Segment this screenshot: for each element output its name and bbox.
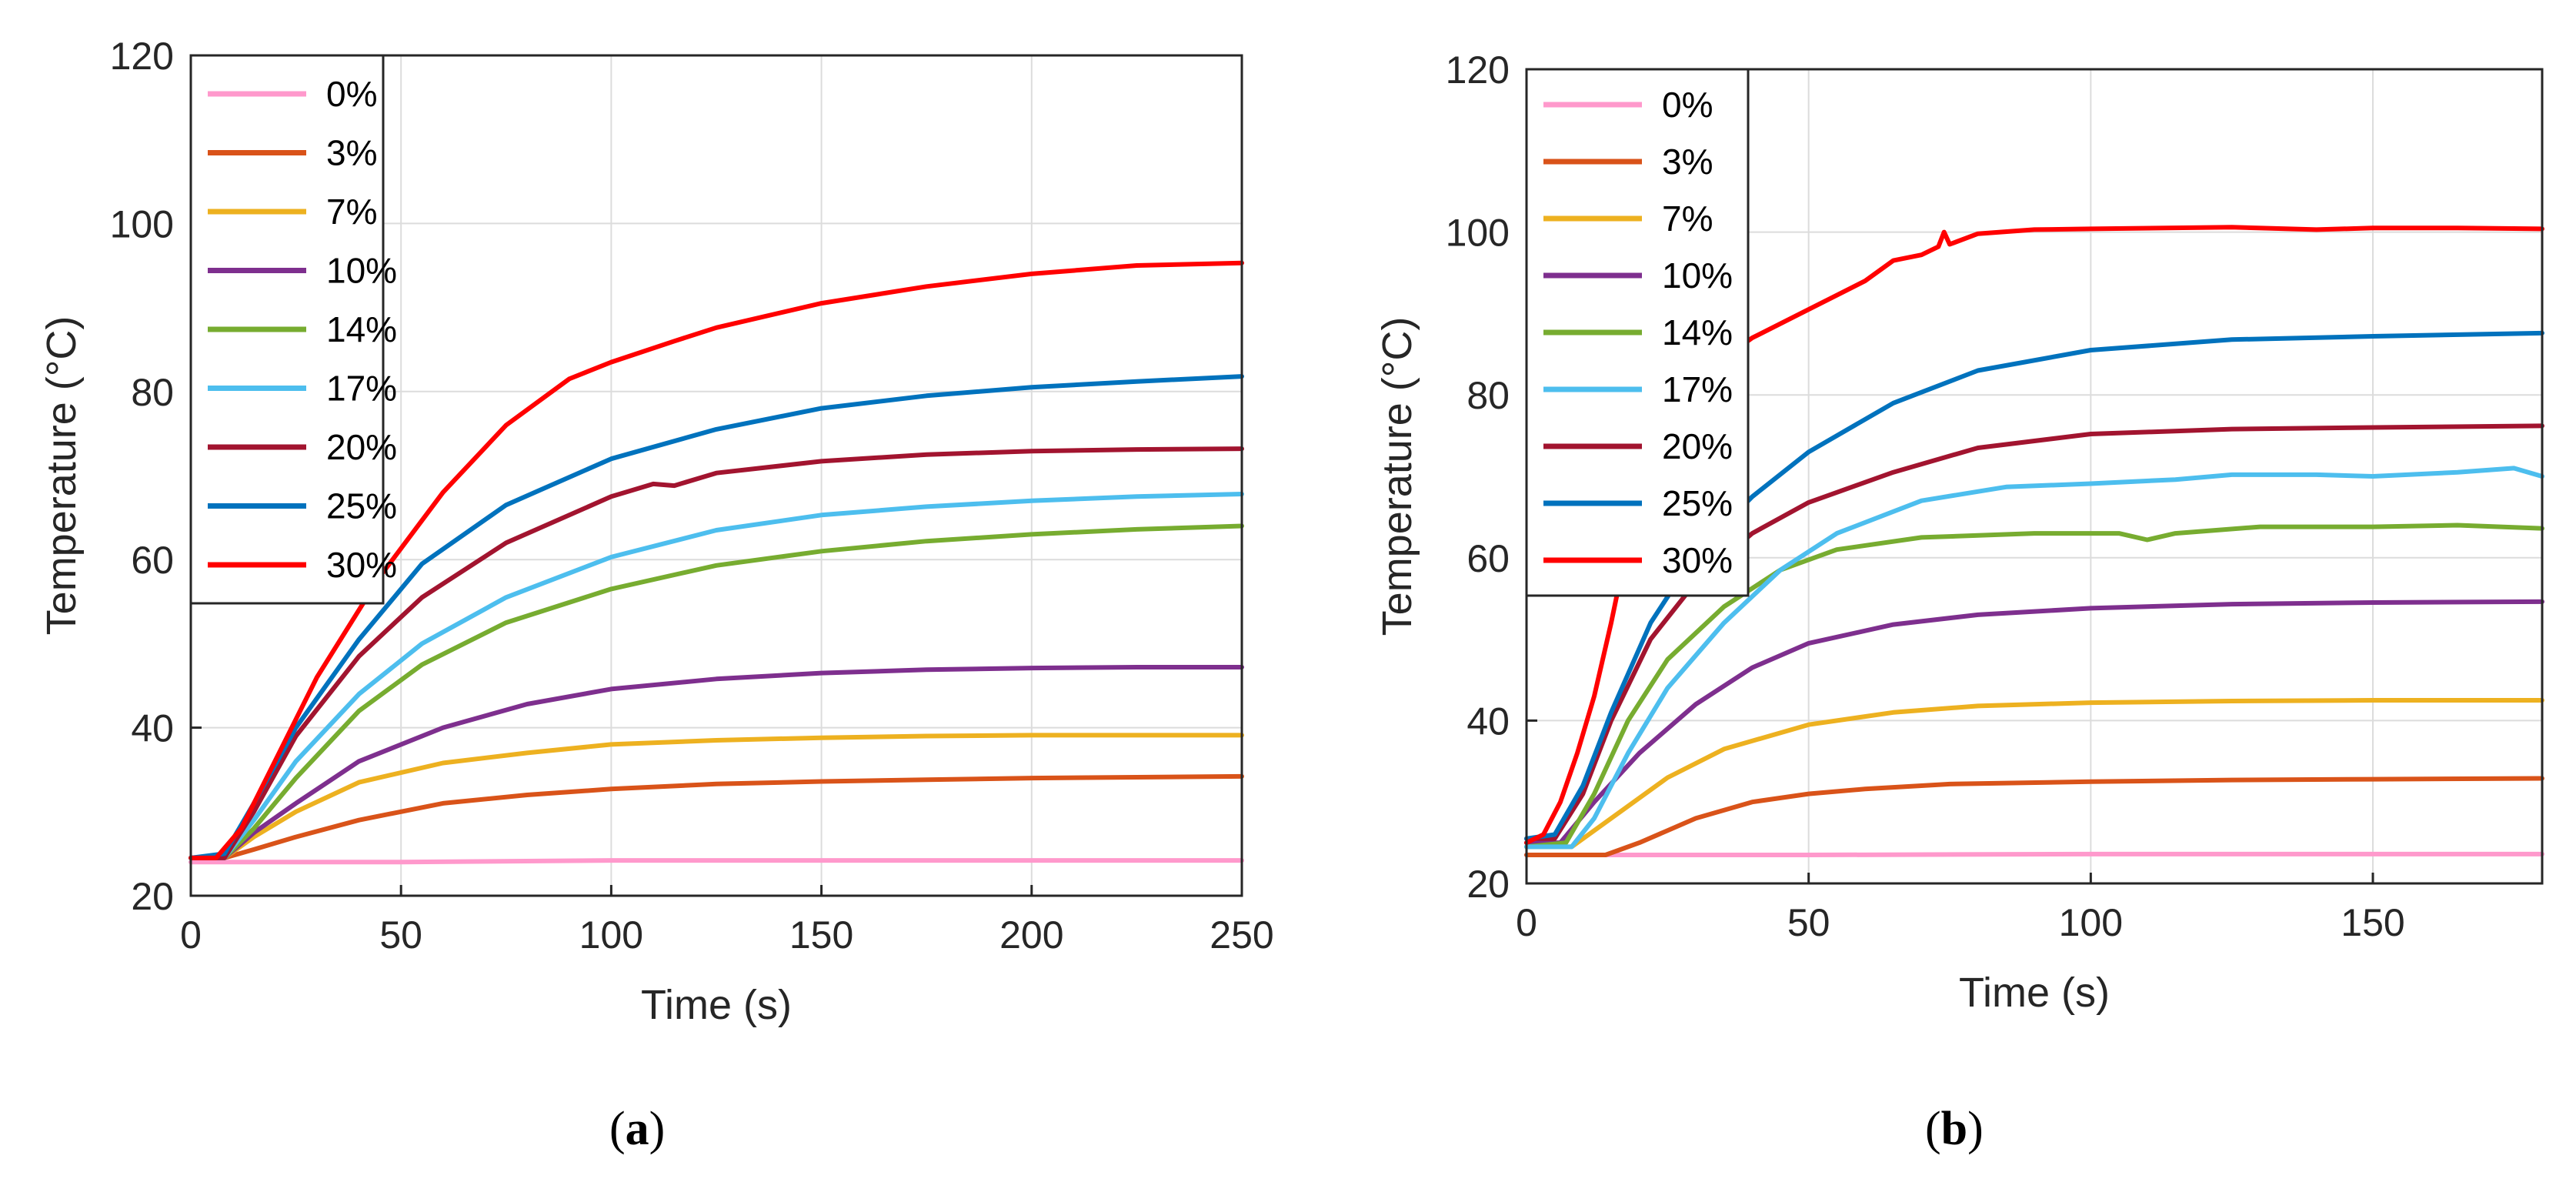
chart-a-legend-label-7pct: 7% xyxy=(326,192,377,232)
chart-a-legend-label-20pct: 20% xyxy=(326,427,397,467)
chart-b-legend-label-14pct: 14% xyxy=(1662,312,1733,352)
chart-a-x-tick-label: 0 xyxy=(180,913,202,957)
chart-b-y-tick-label: 80 xyxy=(1467,374,1510,417)
chart-a-y-axis-title: Temperature (°C) xyxy=(38,316,85,636)
chart-a-y-tick-label: 40 xyxy=(131,707,174,750)
chart-b-legend-label-25pct: 25% xyxy=(1662,483,1733,523)
chart-a-series-line-30pct xyxy=(189,260,1244,860)
chart-b-legend-label-3pct: 3% xyxy=(1662,142,1713,182)
chart-a-series-line-10pct xyxy=(189,665,1244,860)
chart-b-legend-label-0pct: 0% xyxy=(1662,85,1713,125)
chart-b-series-line-25pct xyxy=(1524,330,2544,841)
chart-b-x-axis-title: Time (s) xyxy=(1959,970,2110,1016)
chart-a-legend-label-30pct: 30% xyxy=(326,545,397,585)
chart-b-y-tick-label: 60 xyxy=(1467,537,1510,580)
chart-b-x-tick-label: 150 xyxy=(2341,901,2404,944)
chart-a-svg: 0 50 100 150 200 250 20 40 60 80 100 120 Time (s) Tem… xyxy=(38,35,1274,1028)
chart-a-series-line-7pct xyxy=(189,733,1244,860)
chart-b-series-line-0pct xyxy=(1524,851,2544,857)
chart-b-legend: 0% 3% 7% 10% 14% 17% 20% 25% 30% xyxy=(1525,68,1750,597)
chart-b-x-tick-label: 100 xyxy=(2059,901,2123,944)
chart-a-series-line-14pct xyxy=(189,523,1244,860)
chart-b-x-tick-label: 50 xyxy=(1787,901,1830,944)
chart-b-y-tick-label: 120 xyxy=(1446,48,1510,92)
chart-b-legend-label-17pct: 17% xyxy=(1662,369,1733,409)
chart-a-series-line-3pct xyxy=(189,773,1244,860)
chart-a-series-line-20pct xyxy=(189,446,1244,860)
chart-b-y-tick-label: 20 xyxy=(1467,863,1510,906)
chart-a-x-tick-label: 200 xyxy=(999,913,1063,957)
chart-b-series-line-7pct xyxy=(1524,698,2544,850)
chart-panel-a: 0 50 100 150 200 250 20 40 60 80 100 120 Time (s) Tem… xyxy=(0,0,1288,1188)
chart-a-legend-label-10pct: 10% xyxy=(326,251,397,291)
chart-b-series-line-30pct xyxy=(1524,225,2544,846)
caption-b: (b) xyxy=(1925,1103,1984,1155)
chart-b-y-axis-title: Temperature (°C) xyxy=(1374,317,1420,636)
caption-a: (a) xyxy=(609,1103,666,1155)
chart-b-x-tick-label: 0 xyxy=(1516,901,1537,944)
chart-a-legend-label-3pct: 3% xyxy=(326,133,377,173)
chart-b-y-tick-label: 100 xyxy=(1446,212,1510,255)
chart-panel-b: 0 50 100 150 20 40 60 80 100 120 Time (s) Temperatu… xyxy=(1288,0,2576,1188)
chart-b-legend-label-10pct: 10% xyxy=(1662,255,1733,295)
chart-b-series-line-3pct xyxy=(1524,776,2544,857)
chart-b-series-line-17pct xyxy=(1524,466,2544,850)
chart-b-svg: 0 50 100 150 20 40 60 80 100 120 Time (s) Temperatu… xyxy=(1374,48,2544,1016)
chart-a-legend-label-0pct: 0% xyxy=(326,74,377,114)
chart-a-series-line-0pct xyxy=(189,858,1244,865)
chart-a-y-tick-label: 80 xyxy=(131,371,174,414)
chart-a-x-axis-title: Time (s) xyxy=(641,982,792,1028)
caption-b-letter: b xyxy=(1940,1103,1968,1155)
chart-a-x-tick-label: 100 xyxy=(579,913,643,957)
caption-a-letter: a xyxy=(625,1103,649,1155)
chart-b-y-tick-label: 40 xyxy=(1467,700,1510,743)
chart-a-legend-label-17pct: 17% xyxy=(326,369,397,409)
chart-a-y-tick-label: 100 xyxy=(110,202,174,245)
chart-a-legend-label-25pct: 25% xyxy=(326,486,397,526)
chart-b-legend-label-7pct: 7% xyxy=(1662,199,1713,239)
chart-a-y-tick-label: 120 xyxy=(110,35,174,78)
chart-b-series-line-14pct xyxy=(1524,523,2544,850)
chart-a-y-tick-label: 60 xyxy=(131,539,174,582)
chart-a-legend: 0% 3% 7% 10% 14% 17% 20% 25% 30% xyxy=(189,54,397,605)
chart-b-legend-label-20pct: 20% xyxy=(1662,426,1733,466)
chart-a-series-line-17pct xyxy=(189,492,1244,860)
chart-a-x-tick-label: 150 xyxy=(789,913,853,957)
chart-b-series-line-20pct xyxy=(1524,423,2544,841)
chart-b-series-line-10pct xyxy=(1524,599,2544,846)
chart-a-y-tick-label: 20 xyxy=(131,875,174,918)
chart-a-x-tick-label: 250 xyxy=(1210,913,1273,957)
chart-b-legend-label-30pct: 30% xyxy=(1662,540,1733,580)
chart-a-legend-label-14pct: 14% xyxy=(326,309,397,349)
chart-a-x-tick-label: 50 xyxy=(379,913,422,957)
